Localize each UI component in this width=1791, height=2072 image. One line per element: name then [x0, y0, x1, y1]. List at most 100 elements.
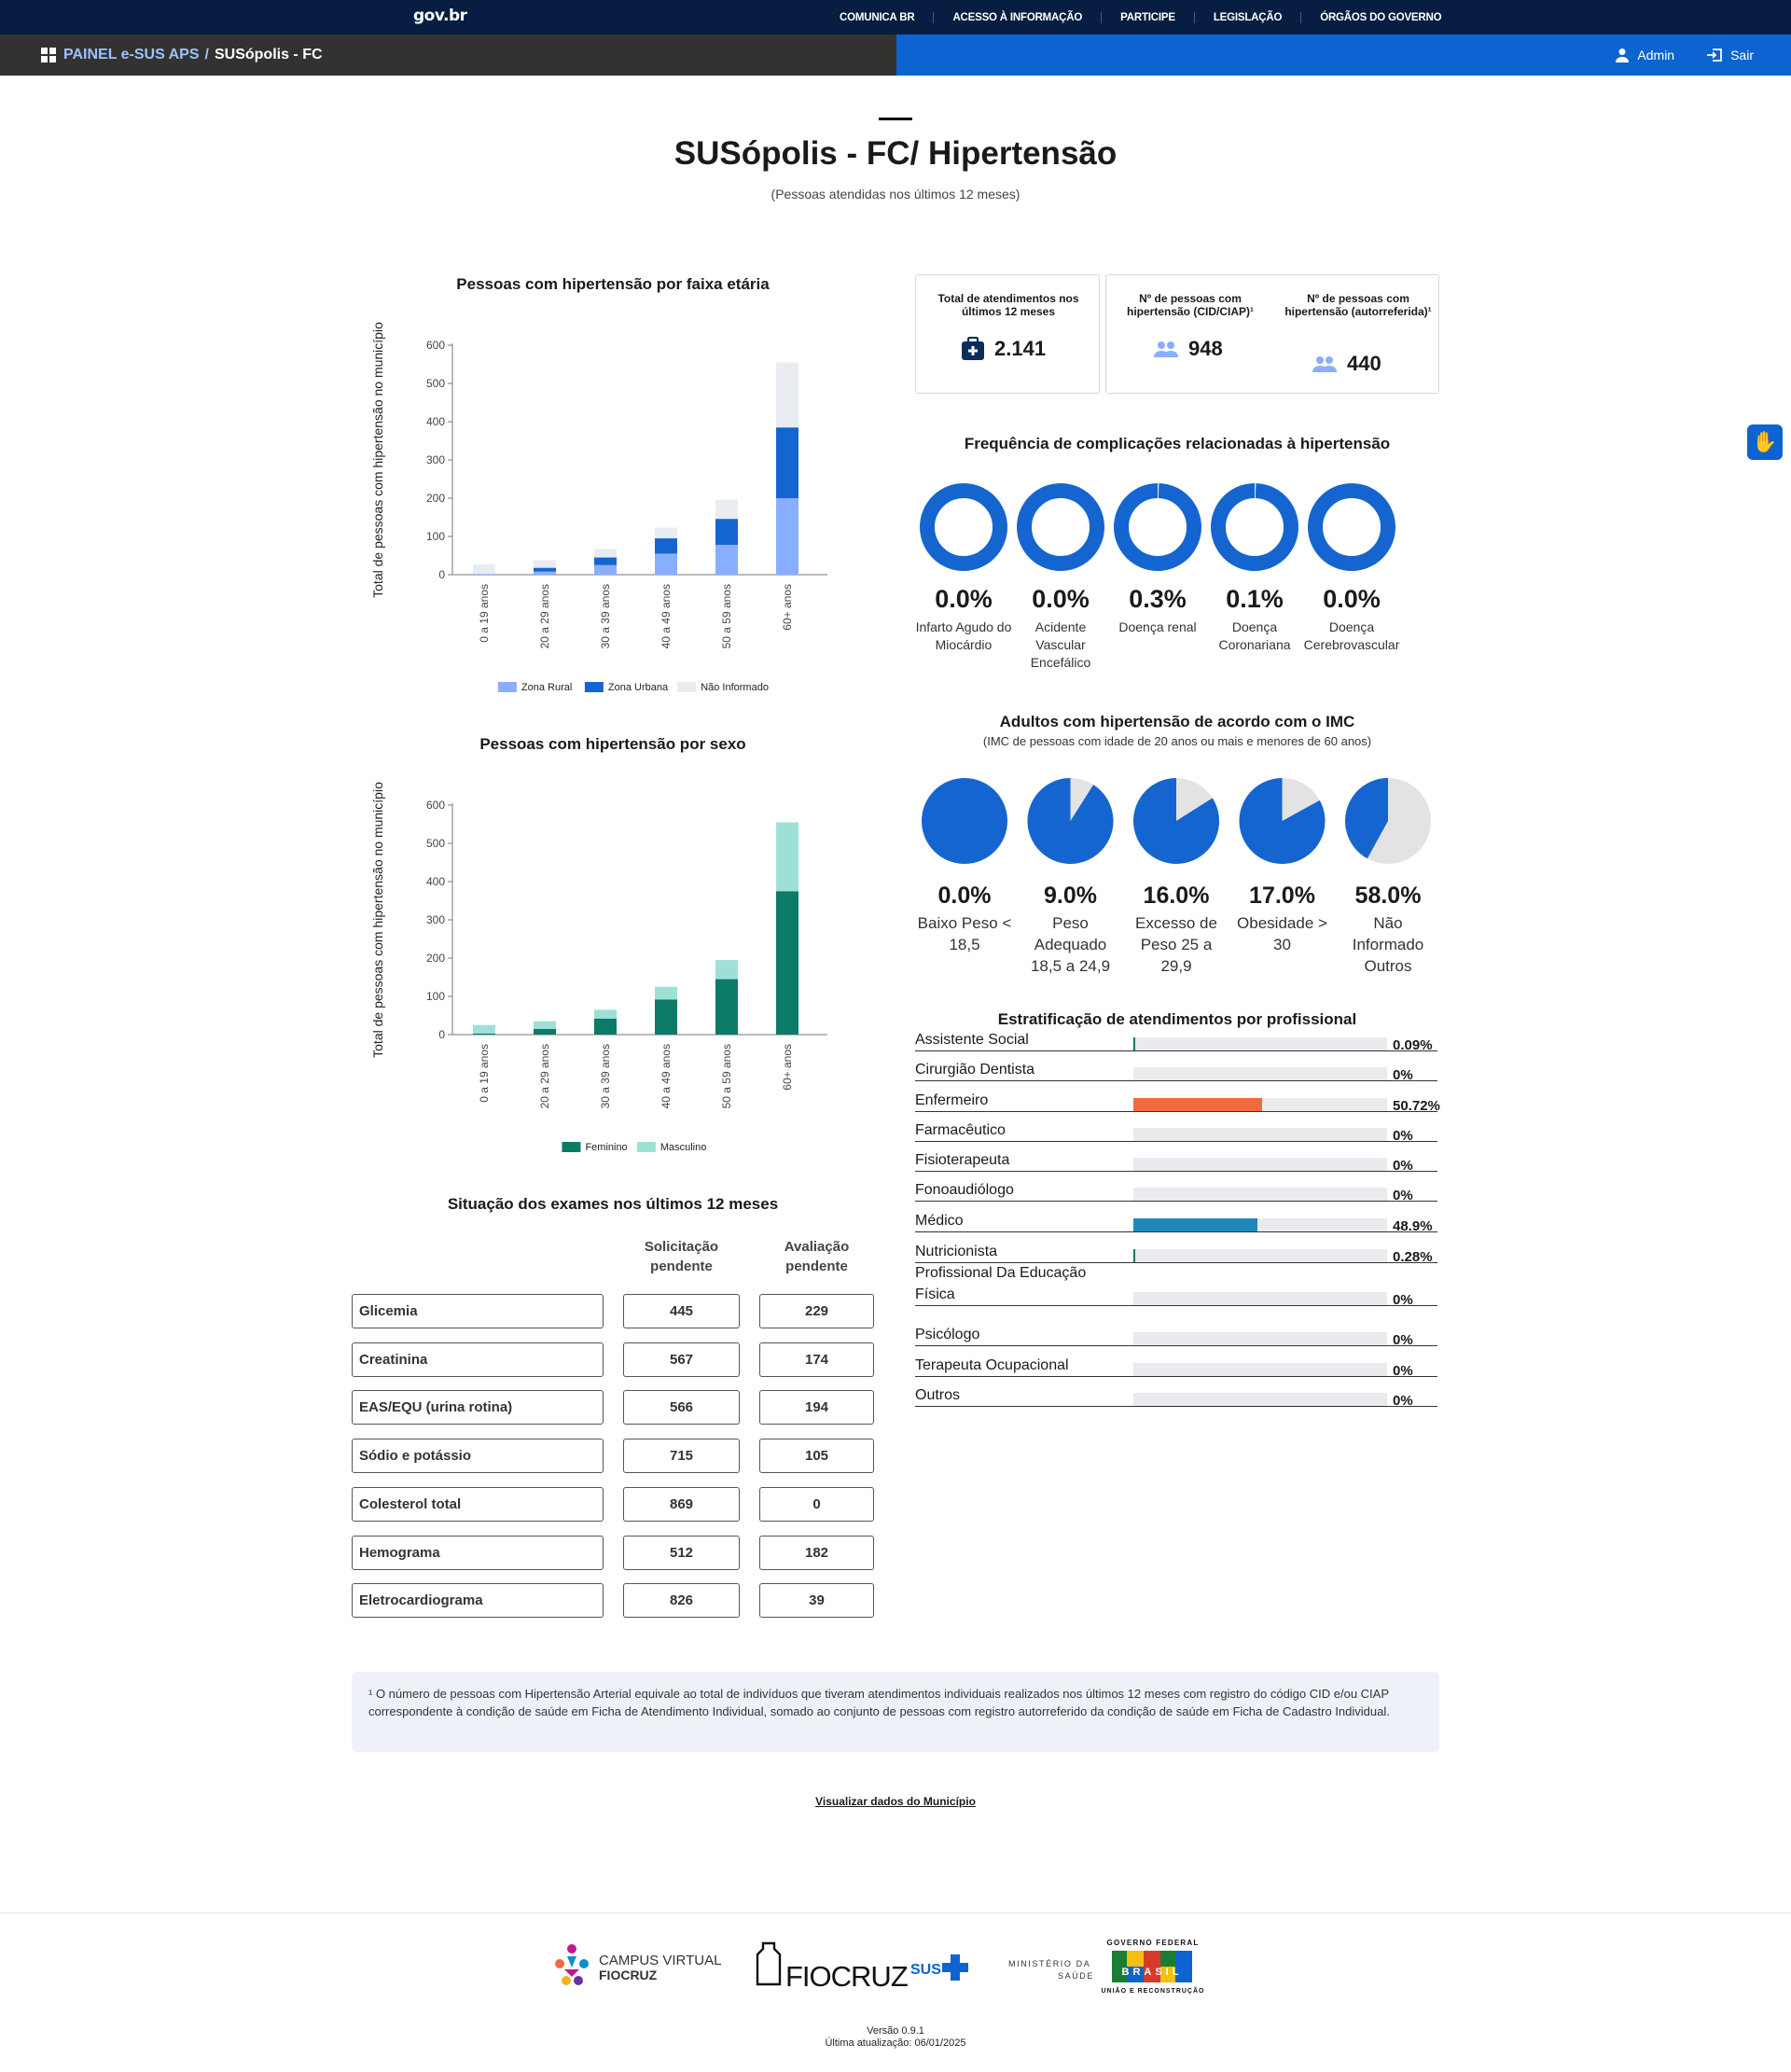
- campus-virtual-text: CAMPUS VIRTUAL: [599, 1953, 721, 1968]
- accessibility-vlibras-icon[interactable]: ✋: [1747, 424, 1783, 460]
- bar-segment[interactable]: [594, 1009, 617, 1019]
- bar-segment[interactable]: [776, 427, 798, 498]
- imc-subtitle: (IMC de pessoas com idade de 20 anos ou …: [982, 734, 1372, 748]
- bar-segment[interactable]: [473, 1024, 495, 1034]
- bar-segment[interactable]: [655, 527, 677, 539]
- pie-slice[interactable]: [1133, 778, 1219, 864]
- view-municipio-link[interactable]: Visualizar dados do Município: [815, 1795, 976, 1808]
- bar-segment[interactable]: [473, 1033, 495, 1035]
- professional-row: Nutricionista 0.28%: [915, 1239, 1437, 1265]
- exam-avaliacao-value: 105: [759, 1439, 874, 1474]
- gov-links: COMUNICA BR ACESSO À INFORMAÇÃO PARTICIP…: [821, 0, 1460, 35]
- y-tick-label: 600: [426, 339, 445, 352]
- bar-segment[interactable]: [715, 499, 738, 520]
- imc-title: Adultos com hipertensão de acordo com o …: [999, 713, 1355, 730]
- pie-slice[interactable]: [1345, 778, 1388, 859]
- fiocruz-text: FIOCRUZ: [785, 1960, 908, 1993]
- people-icon: [1154, 341, 1178, 357]
- app-navbar: PAINEL e-SUS APS / SUSópolis - FC Admin …: [0, 35, 1791, 76]
- bar-segment[interactable]: [534, 571, 556, 575]
- x-tick-label: 30 a 39 anos: [599, 1044, 612, 1108]
- bar-segment[interactable]: [655, 999, 677, 1035]
- gov-link-comunica[interactable]: COMUNICA BR: [840, 11, 915, 23]
- bar-segment[interactable]: [655, 538, 677, 554]
- imc-percent: 16.0%: [1143, 883, 1210, 909]
- bar-segment[interactable]: [594, 1018, 617, 1035]
- bar-segment[interactable]: [594, 564, 617, 575]
- legend-label[interactable]: Feminino: [585, 1142, 627, 1153]
- bar-segment[interactable]: [473, 574, 495, 575]
- legend-label[interactable]: Zona Urbana: [608, 682, 669, 693]
- exam-avaliacao-value: 194: [759, 1390, 874, 1425]
- breadcrumb-app-link[interactable]: PAINEL e-SUS APS: [63, 47, 200, 63]
- legend-label[interactable]: Zona Rural: [521, 682, 572, 693]
- bar-segment[interactable]: [776, 891, 798, 1035]
- legend-label[interactable]: Não Informado: [701, 682, 769, 693]
- x-tick-label: 60+ anos: [781, 584, 794, 631]
- exam-name: Creatinina: [352, 1342, 604, 1377]
- kpi-atendimentos-label: Total de atendimentos nos últimos 12 mes…: [937, 292, 1079, 318]
- bar-segment[interactable]: [534, 567, 556, 572]
- professional-bar-fill[interactable]: [1133, 1249, 1135, 1262]
- footnote: ¹ O número de pessoas com Hipertensão Ar…: [352, 1672, 1439, 1752]
- donut-ring: [1114, 483, 1201, 571]
- donut-segment[interactable]: [1114, 483, 1201, 571]
- bar-segment[interactable]: [594, 557, 617, 565]
- professional-percent: 0%: [1393, 1292, 1413, 1308]
- x-tick-label: 0 a 19 anos: [478, 1044, 491, 1103]
- pie-slice[interactable]: [1027, 778, 1114, 864]
- bar-segment[interactable]: [776, 822, 798, 892]
- bar-segment[interactable]: [776, 362, 798, 428]
- legend-label[interactable]: Masculino: [660, 1142, 707, 1153]
- bar-segment[interactable]: [655, 986, 677, 1000]
- admin-button[interactable]: Admin: [1615, 48, 1674, 63]
- bar-segment[interactable]: [594, 549, 617, 558]
- legend-swatch: [677, 682, 697, 692]
- professional-name: Assistente Social: [915, 1032, 1029, 1048]
- gov-link-legislacao[interactable]: LEGISLAÇÃO: [1193, 11, 1300, 23]
- professional-row: Enfermeiro 50.72%: [915, 1088, 1440, 1114]
- bar-segment[interactable]: [534, 1021, 556, 1029]
- professional-bar-track: [1133, 1128, 1387, 1141]
- bar-segment[interactable]: [776, 498, 798, 575]
- gov-link-participe[interactable]: PARTICIPE: [1101, 11, 1194, 23]
- pie-slice[interactable]: [922, 778, 1007, 864]
- pie-slice[interactable]: [1239, 778, 1326, 864]
- imc-label: Obesidade > 30: [1237, 914, 1327, 953]
- logout-button[interactable]: Sair: [1706, 48, 1754, 63]
- gov-link-acesso[interactable]: ACESSO À INFORMAÇÃO: [933, 11, 1101, 23]
- imc-label: Excesso de Peso 25 a 29,9: [1135, 914, 1217, 975]
- governo-federal-brasil-logo: GOVERNO FEDERAL BRASIL UNIÃO E RECONSTRU…: [1101, 1939, 1203, 1995]
- professional-bar-fill[interactable]: [1133, 1037, 1135, 1050]
- professional-bar-fill[interactable]: [1133, 1218, 1257, 1231]
- professional-bar-track: [1133, 1067, 1387, 1080]
- professional-percent: 48.9%: [1393, 1218, 1433, 1234]
- professional-name: Profissional Da Educação Física: [915, 1265, 1087, 1302]
- x-tick-label: 0 a 19 anos: [478, 584, 491, 643]
- bar-segment[interactable]: [715, 979, 738, 1035]
- chart-age-title: Pessoas com hipertensão por faixa etária: [456, 275, 770, 293]
- bar-segment[interactable]: [655, 553, 677, 575]
- gov-br-logo[interactable]: gov.br: [413, 7, 467, 25]
- logout-icon: [1707, 49, 1722, 62]
- bar-segment[interactable]: [534, 560, 556, 568]
- professional-bar-fill[interactable]: [1133, 1098, 1262, 1111]
- exam-avaliacao-value: 182: [759, 1535, 874, 1570]
- gov-link-orgaos[interactable]: ÓRGÃOS DO GOVERNO: [1300, 11, 1460, 23]
- y-tick-label: 300: [426, 453, 445, 466]
- professional-name: Enfermeiro: [915, 1092, 989, 1108]
- professional-percent: 0%: [1393, 1332, 1413, 1348]
- professional-percent: 0%: [1393, 1393, 1413, 1409]
- admin-label: Admin: [1637, 48, 1675, 63]
- bar-segment[interactable]: [715, 960, 738, 980]
- title-decoration: [879, 118, 912, 120]
- complication-label: Doença Cerebrovascular: [1303, 619, 1400, 652]
- bar-segment[interactable]: [715, 545, 738, 575]
- professionals-title: Estratificação de atendimentos por profi…: [997, 1010, 1357, 1028]
- professional-percent: 0.28%: [1393, 1249, 1433, 1265]
- x-tick-label: 30 a 39 anos: [599, 584, 612, 648]
- donut-segment[interactable]: [1211, 483, 1298, 571]
- bar-segment[interactable]: [473, 563, 495, 575]
- bar-segment[interactable]: [534, 1028, 556, 1035]
- bar-segment[interactable]: [715, 519, 738, 546]
